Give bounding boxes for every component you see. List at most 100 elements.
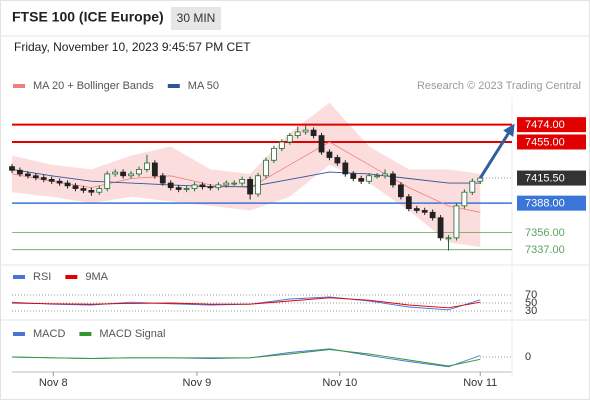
candle-body: [64, 182, 71, 187]
candle-body: [342, 162, 349, 175]
legend-swatch: [167, 84, 180, 88]
candle-body: [390, 173, 396, 186]
candle-body: [405, 196, 412, 210]
candle-body: [263, 159, 269, 177]
candle-body: [310, 129, 317, 136]
candle-body: [382, 173, 388, 177]
candle-body: [88, 189, 95, 193]
candle-body: [136, 168, 142, 175]
candle-body: [461, 191, 468, 207]
x-tick-label: Nov 9: [183, 377, 212, 389]
candle-body: [120, 171, 127, 177]
legend-swatch: [13, 275, 25, 279]
candle-body: [294, 131, 301, 136]
candle-body: [334, 157, 341, 164]
legend-label: MA 50: [188, 80, 219, 92]
candle-body: [326, 151, 333, 158]
candle-body: [286, 135, 293, 143]
legend-swatch: [13, 332, 25, 336]
legend-swatch: [13, 84, 25, 88]
candle-body: [56, 180, 63, 184]
timestamp: Friday, November 10, 2023 9:45:57 PM CET: [14, 40, 251, 54]
candle-body: [151, 162, 158, 177]
candle-body: [40, 177, 47, 180]
y-tick-label: 70: [525, 289, 537, 301]
candle-body: [48, 179, 55, 182]
candle-body: [247, 179, 253, 195]
level-label: 7388.00: [525, 198, 565, 210]
candle-body: [128, 173, 134, 177]
candle-body: [191, 184, 198, 189]
candle-body: [278, 141, 285, 149]
candle-body: [366, 175, 373, 182]
level-label-box: [517, 195, 586, 211]
candle-body: [17, 169, 23, 175]
candle-body: [144, 162, 150, 170]
level-label-box: [517, 134, 586, 150]
candle-body: [255, 175, 261, 195]
y-tick-label: 50: [525, 297, 537, 309]
candle-body: [231, 182, 238, 185]
timeframe: 30 MIN: [177, 11, 216, 25]
x-tick-label: Nov 11: [463, 377, 497, 389]
legend-label: 9MA: [85, 271, 108, 283]
candle-body: [453, 205, 460, 239]
candle-body: [159, 175, 166, 184]
indicator-line: [11, 297, 481, 309]
level-label: 7455.00: [525, 136, 565, 148]
candle-body: [112, 171, 119, 175]
timeframe-box: [171, 7, 221, 30]
candle-body: [9, 166, 15, 171]
level-label: 7474.00: [525, 119, 565, 131]
level-label-box: [517, 170, 586, 186]
candle-body: [477, 177, 484, 182]
legend-label: MACD: [33, 328, 65, 340]
level-label-box: [517, 117, 586, 133]
candle-body: [413, 208, 420, 211]
indicator-line: [11, 349, 481, 367]
candle-body: [469, 180, 476, 193]
x-tick-label: Nov 10: [322, 377, 357, 389]
candle-body: [175, 187, 182, 190]
legend-label: RSI: [33, 271, 51, 283]
candle-body: [183, 188, 190, 190]
candle-body: [397, 184, 404, 198]
legend-label: MA 20 + Bollinger Bands: [33, 80, 154, 92]
candle-body: [239, 179, 246, 184]
candle-body: [437, 217, 444, 239]
level-label: 7415.50: [525, 172, 565, 184]
candle-body: [32, 175, 39, 178]
candle-body: [207, 186, 214, 189]
candle-body: [445, 237, 452, 240]
bollinger-band: [12, 102, 481, 247]
candle-body: [358, 178, 365, 182]
level-label: 7337.00: [525, 244, 565, 256]
x-tick-label: Nov 8: [39, 377, 68, 389]
candle-body: [350, 173, 357, 179]
candle-body: [302, 129, 309, 133]
legend-swatch: [79, 332, 92, 336]
legend-swatch: [65, 275, 78, 279]
candle-body: [167, 182, 174, 189]
credit: Research © 2023 Trading Central: [417, 80, 581, 92]
candle-body: [24, 173, 31, 177]
candle-body: [104, 173, 111, 189]
level-label: 7356.00: [525, 227, 565, 239]
candle-body: [318, 135, 325, 153]
candle-body: [72, 185, 79, 189]
legend-label: MACD Signal: [99, 328, 165, 340]
candle-body: [223, 182, 230, 186]
candle-body: [215, 184, 222, 189]
candle-body: [421, 210, 428, 213]
title: FTSE 100 (ICE Europe): [12, 9, 164, 25]
candle-body: [96, 188, 103, 193]
forecast-arrow: [478, 123, 515, 179]
candle-body: [271, 147, 277, 161]
candle-body: [374, 175, 380, 178]
y-tick-label: 30: [525, 305, 537, 317]
y-tick-label: 0: [525, 351, 531, 363]
candle-body: [199, 184, 206, 188]
candle-body: [80, 188, 87, 191]
candle-body: [429, 211, 436, 219]
